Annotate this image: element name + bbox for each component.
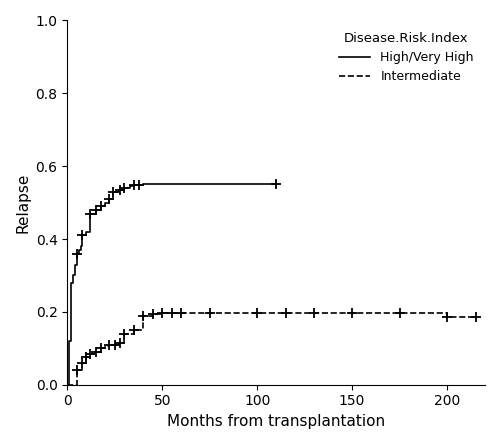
Intermediate	[282, 310, 288, 316]
High/Very High	[106, 196, 112, 202]
Legend: High/Very High, Intermediate: High/Very High, Intermediate	[334, 27, 479, 88]
Y-axis label: Relapse: Relapse	[15, 172, 30, 233]
Line: High/Very High: High/Very High	[68, 184, 276, 385]
Intermediate	[254, 310, 260, 316]
Intermediate	[110, 342, 116, 347]
Intermediate	[116, 340, 121, 345]
Intermediate	[98, 345, 104, 351]
Intermediate	[93, 349, 99, 355]
Intermediate	[64, 382, 70, 387]
High/Very High	[80, 233, 86, 238]
High/Very High	[64, 382, 70, 387]
Intermediate	[84, 355, 89, 360]
Intermediate	[472, 315, 478, 320]
Intermediate	[106, 343, 112, 348]
Intermediate	[206, 310, 212, 316]
High/Very High	[146, 181, 152, 186]
High/Very High	[78, 244, 84, 249]
High/Very High	[84, 229, 89, 234]
Intermediate	[159, 310, 165, 316]
High/Very High	[93, 207, 99, 213]
Intermediate	[311, 310, 317, 316]
High/Very High	[76, 247, 82, 253]
Intermediate	[150, 311, 156, 317]
X-axis label: Months from transplantation: Months from transplantation	[167, 414, 385, 429]
High/Very High	[74, 251, 80, 256]
High/Very High	[70, 273, 76, 278]
High/Very High	[116, 187, 121, 193]
Intermediate	[140, 313, 146, 318]
Intermediate	[444, 315, 450, 320]
Intermediate	[130, 327, 136, 333]
Intermediate	[87, 351, 93, 357]
Intermediate	[121, 331, 127, 337]
High/Very High	[127, 183, 133, 189]
High/Very High	[87, 211, 93, 216]
High/Very High	[66, 338, 72, 344]
High/Very High	[273, 181, 279, 186]
High/Very High	[121, 186, 127, 191]
Intermediate	[349, 310, 355, 316]
High/Very High	[136, 182, 142, 187]
Intermediate	[102, 344, 108, 349]
Intermediate	[396, 310, 402, 316]
High/Very High	[154, 181, 160, 186]
High/Very High	[140, 182, 146, 187]
Line: Intermediate: Intermediate	[68, 313, 476, 385]
High/Very High	[68, 280, 74, 285]
High/Very High	[98, 204, 104, 209]
High/Very High	[102, 200, 108, 205]
High/Very High	[130, 182, 136, 188]
Intermediate	[74, 368, 80, 373]
Intermediate	[178, 310, 184, 316]
High/Very High	[110, 189, 116, 194]
High/Very High	[72, 262, 78, 267]
Intermediate	[80, 360, 86, 365]
